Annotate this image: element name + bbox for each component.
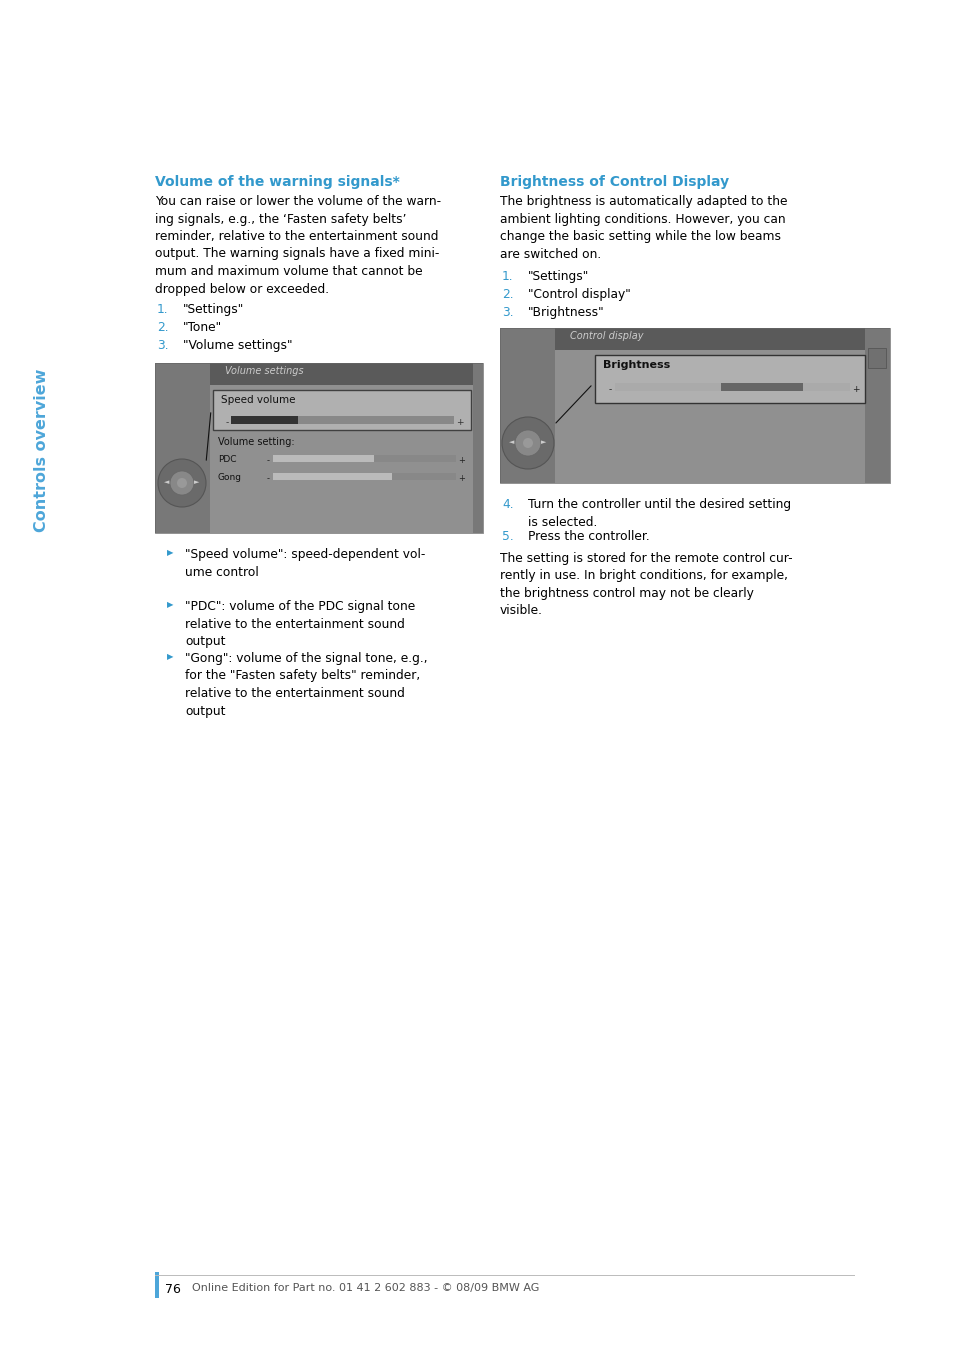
Text: 2.: 2.	[157, 321, 169, 333]
Text: 2.: 2.	[501, 288, 513, 301]
Text: "Tone": "Tone"	[183, 321, 222, 333]
Text: 3.: 3.	[157, 339, 169, 352]
Bar	[231, 416, 297, 424]
Bar	[595, 355, 864, 404]
Text: "Gong": volume of the signal tone, e.g.,
for the "Fasten safety belts" reminder,: "Gong": volume of the signal tone, e.g.,…	[185, 652, 427, 717]
Text: +: +	[456, 418, 463, 427]
Text: Turn the controller until the desired setting
is selected.: Turn the controller until the desired se…	[527, 498, 790, 528]
Text: Online Edition for Part no. 01 41 2 602 883 - © 08/09 BMW AG: Online Edition for Part no. 01 41 2 602 …	[192, 1282, 538, 1293]
Bar	[499, 328, 889, 483]
Text: Press the controller.: Press the controller.	[527, 531, 649, 543]
Text: Volume of the warning signals*: Volume of the warning signals*	[154, 176, 399, 189]
Bar	[615, 383, 849, 392]
Text: "Control display": "Control display"	[527, 288, 630, 301]
Bar	[273, 472, 456, 481]
Text: -: -	[226, 418, 229, 427]
Circle shape	[501, 417, 554, 468]
Circle shape	[522, 437, 533, 448]
Circle shape	[158, 459, 206, 508]
Text: Speed volume: Speed volume	[221, 396, 295, 405]
Text: The brightness is automatically adapted to the
ambient lighting conditions. Howe: The brightness is automatically adapted …	[499, 194, 786, 261]
Text: ▶: ▶	[167, 548, 173, 558]
Text: Control display: Control display	[569, 331, 643, 342]
Bar	[867, 348, 885, 369]
Text: 5.: 5.	[501, 531, 514, 543]
Circle shape	[170, 471, 193, 495]
Text: +: +	[457, 474, 464, 483]
Text: Volume setting:: Volume setting:	[218, 437, 294, 447]
Bar	[499, 328, 555, 483]
Text: "Speed volume": speed-dependent vol-
ume control: "Speed volume": speed-dependent vol- ume…	[185, 548, 425, 579]
Text: "PDC": volume of the PDC signal tone
relative to the entertainment sound
output: "PDC": volume of the PDC signal tone rel…	[185, 599, 415, 648]
Circle shape	[177, 478, 187, 487]
Bar	[213, 390, 471, 431]
Text: ►: ►	[194, 479, 199, 485]
Text: 1.: 1.	[157, 302, 169, 316]
Text: 3.: 3.	[501, 306, 513, 319]
Text: 76: 76	[165, 1282, 181, 1296]
Bar	[473, 363, 482, 533]
Bar	[210, 363, 473, 385]
Text: The setting is stored for the remote control cur-
rently in use. In bright condi: The setting is stored for the remote con…	[499, 552, 792, 617]
Bar	[499, 328, 889, 483]
Text: ◄: ◄	[509, 439, 515, 446]
Text: Controls overview: Controls overview	[34, 369, 50, 532]
Text: PDC: PDC	[218, 455, 236, 464]
Circle shape	[515, 431, 540, 456]
Text: "Brightness": "Brightness"	[527, 306, 604, 319]
Bar	[273, 455, 374, 462]
Text: ▶: ▶	[167, 652, 173, 662]
Text: +: +	[851, 385, 859, 394]
Bar	[273, 472, 392, 481]
Bar	[555, 328, 864, 350]
Bar	[864, 328, 889, 483]
Text: "Settings": "Settings"	[183, 302, 244, 316]
Text: +: +	[457, 456, 464, 464]
Text: ▶: ▶	[167, 599, 173, 609]
Text: Volume settings: Volume settings	[225, 366, 303, 377]
Text: -: -	[267, 474, 270, 483]
Text: "Settings": "Settings"	[527, 270, 589, 284]
Text: ►: ►	[540, 439, 546, 446]
Bar	[154, 363, 482, 533]
Text: -: -	[608, 385, 612, 394]
Bar	[231, 416, 454, 424]
Bar	[154, 363, 210, 533]
Text: Gong: Gong	[218, 472, 242, 482]
Text: 4.: 4.	[501, 498, 513, 512]
Text: Brightness: Brightness	[602, 360, 670, 370]
Text: Brightness of Control Display: Brightness of Control Display	[499, 176, 728, 189]
Text: ◄: ◄	[164, 479, 170, 485]
Text: "Volume settings": "Volume settings"	[183, 339, 293, 352]
Text: -: -	[267, 456, 270, 464]
Text: 1.: 1.	[501, 270, 513, 284]
Text: You can raise or lower the volume of the warn-
ing signals, e.g., the ‘Fasten sa: You can raise or lower the volume of the…	[154, 194, 440, 296]
Bar	[720, 383, 802, 392]
Bar	[154, 363, 482, 533]
Bar	[154, 1272, 159, 1297]
Bar	[273, 455, 456, 462]
